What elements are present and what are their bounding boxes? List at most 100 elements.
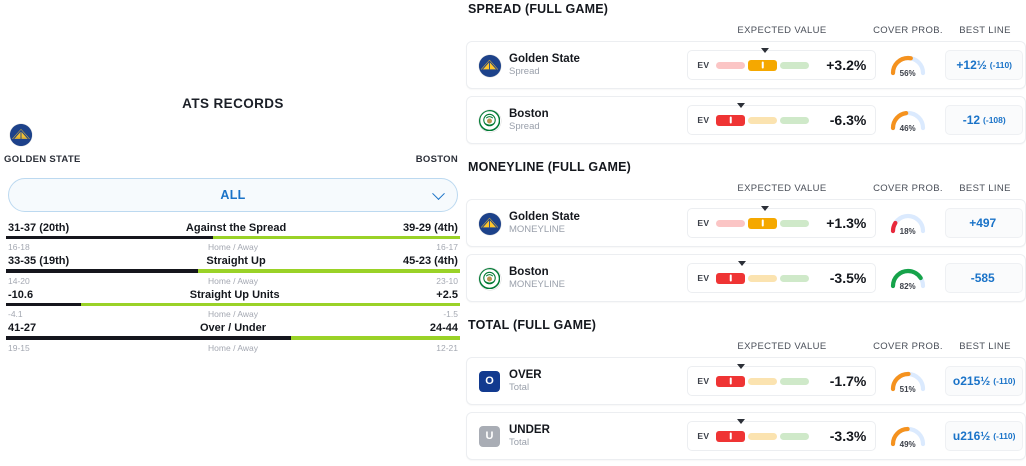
best-line-cell: +12½ (-110)	[943, 50, 1025, 80]
best-line-odds: (-110)	[993, 431, 1016, 441]
cover-prob-gauge: 51%	[887, 368, 929, 394]
cover-prob-gauge: 82%	[887, 265, 929, 291]
ev-label: EV	[697, 273, 710, 283]
bet-team: Golden State MONEYLINE	[467, 210, 692, 237]
ev-value: +1.3%	[826, 215, 867, 231]
bet-row[interactable]: O OVER Total EV -1.7% 51% o215½ (-110)	[466, 357, 1026, 405]
column-header-expected-value: EXPECTED VALUE	[737, 182, 827, 194]
cover-prob-value: 49%	[899, 440, 916, 449]
ats-row-right-value: 45-23 (4th)	[402, 255, 458, 268]
ats-row-sub-right: 23-10	[436, 275, 458, 286]
expected-value-cell: EV -6.3%	[687, 103, 877, 135]
ats-row-label: Straight Up	[206, 255, 266, 268]
column-headers: EXPECTED VALUE COVER PROB. BEST LINE	[466, 335, 1026, 357]
expected-value-cell: EV +1.3%	[687, 206, 877, 238]
ev-segment	[780, 432, 810, 440]
column-header-best-line: BEST LINE	[959, 182, 1011, 194]
cover-prob-gauge: 49%	[887, 423, 929, 449]
ev-pill: EV -3.3%	[687, 419, 877, 451]
ats-row-right-value: 39-29 (4th)	[402, 222, 458, 234]
cover-prob-value: 56%	[899, 69, 916, 78]
ev-marker-icon	[736, 103, 745, 108]
ats-row-bar	[6, 302, 460, 307]
ats-row-right-value: +2.5	[436, 288, 458, 301]
column-headers: EXPECTED VALUE COVER PROB. BEST LINE	[466, 19, 1026, 41]
ats-row-sub-left: -4.1	[8, 309, 23, 320]
ats-home-team-label: BOSTON	[415, 154, 458, 165]
column-headers: EXPECTED VALUE COVER PROB. BEST LINE	[466, 177, 1026, 199]
section-title: MONEYLINE (FULL GAME)	[468, 160, 631, 174]
ev-segment	[748, 274, 778, 282]
golden-state-warriors-logo	[10, 124, 32, 146]
bet-row[interactable]: U UNDER Total EV -3.3% 49% u216½ (-110)	[466, 412, 1026, 460]
ev-track	[716, 48, 810, 73]
ats-row-sub-label: Home / Away	[208, 275, 258, 286]
bet-team: O OVER Total	[467, 368, 692, 395]
cover-prob-gauge: 46%	[887, 107, 929, 133]
bet-row[interactable]: Boston MONEYLINE EV -3.5% 82% -585	[466, 254, 1026, 302]
column-header-cover-prob: COVER PROB.	[873, 340, 943, 352]
ev-segment	[716, 114, 746, 126]
ats-filter-select[interactable]: ALL	[8, 178, 458, 212]
best-line-button[interactable]: u216½ (-110)	[945, 421, 1024, 451]
ats-row-sub-left: 16-18	[8, 242, 30, 253]
bet-market-label: Total	[509, 382, 530, 394]
ats-row-left-value: -10.6	[8, 288, 34, 301]
ev-pill: EV -6.3%	[687, 103, 877, 135]
chevron-down-icon	[432, 187, 445, 201]
betting-markets-panel: SPREAD (FULL GAME) EXPECTED VALUE COVER PR…	[466, 0, 1026, 466]
ev-pill: EV +3.2%	[687, 48, 877, 80]
ats-row-left-value: 33-35 (19th)	[8, 255, 70, 268]
best-line-value: +12½	[956, 58, 987, 72]
ev-label: EV	[697, 376, 710, 386]
bet-team-name: Golden State	[509, 210, 580, 223]
ev-marker-icon	[737, 364, 746, 369]
bet-market-label: MONEYLINE	[509, 224, 565, 236]
ev-segment	[748, 116, 778, 124]
ev-value: -1.7%	[829, 373, 867, 389]
best-line-button[interactable]: +12½ (-110)	[945, 50, 1024, 80]
ev-segment	[780, 219, 810, 227]
ats-row-sub-left: 19-15	[8, 342, 30, 353]
bet-row[interactable]: Golden State MONEYLINE EV +1.3% 18% +497	[466, 199, 1026, 247]
market-section-spread: SPREAD (FULL GAME) EXPECTED VALUE COVER PR…	[466, 2, 1026, 144]
bet-team-name: UNDER	[509, 423, 550, 436]
ev-segment	[780, 61, 810, 69]
ev-pill: EV +1.3%	[687, 206, 877, 238]
bet-team: Golden State Spread	[467, 52, 692, 79]
ev-track	[716, 261, 810, 286]
bet-market-label: Spread	[509, 66, 540, 78]
ev-marker-icon	[738, 261, 747, 266]
ev-track	[716, 103, 810, 128]
bet-team-name: Golden State	[509, 52, 580, 65]
bet-row[interactable]: Boston Spread EV -6.3% 46% -12 (-108)	[466, 96, 1026, 144]
section-title: SPREAD (FULL GAME)	[468, 2, 609, 16]
cover-prob-value: 51%	[899, 385, 916, 394]
column-header-expected-value: EXPECTED VALUE	[737, 340, 827, 352]
boston-celtics-logo	[479, 109, 501, 132]
cover-prob-cell: 46%	[872, 107, 944, 133]
best-line-value: u216½	[952, 429, 991, 443]
ev-segment	[716, 219, 746, 227]
ev-label: EV	[697, 60, 710, 70]
ats-records-title: ATS RECORDS	[182, 96, 284, 111]
under-badge-icon: U	[479, 425, 500, 447]
ats-row-sub-right: -1.5	[443, 309, 458, 320]
best-line-odds: (-110)	[993, 376, 1016, 386]
best-line-cell: -12 (-108)	[943, 105, 1025, 135]
bet-row[interactable]: Golden State Spread EV +3.2% 56% +12½ (-110)	[466, 41, 1026, 89]
section-title: TOTAL (FULL GAME)	[468, 318, 597, 332]
best-line-button[interactable]: -585	[945, 263, 1024, 293]
best-line-button[interactable]: +497	[945, 208, 1024, 238]
ats-team-header: GOLDEN STATE BOSTON	[4, 124, 462, 172]
cover-prob-value: 46%	[899, 124, 916, 133]
market-section-total: TOTAL (FULL GAME) EXPECTED VALUE COVER PRO…	[466, 318, 1026, 460]
ats-row-sub-label: Home / Away	[208, 342, 258, 353]
ev-value: -6.3%	[829, 112, 867, 128]
ats-row-bar	[6, 336, 460, 340]
best-line-button[interactable]: o215½ (-110)	[945, 366, 1024, 396]
column-header-expected-value: EXPECTED VALUE	[737, 24, 827, 36]
cover-prob-value: 18%	[899, 227, 916, 236]
best-line-button[interactable]: -12 (-108)	[945, 105, 1024, 135]
